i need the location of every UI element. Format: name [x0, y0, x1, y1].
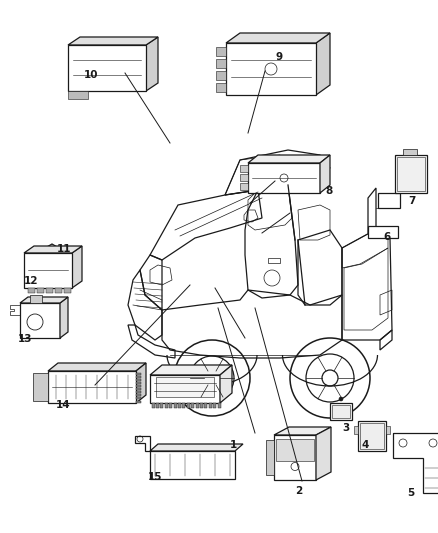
FancyBboxPatch shape [248, 163, 320, 193]
FancyBboxPatch shape [209, 403, 212, 408]
FancyBboxPatch shape [24, 253, 72, 288]
FancyBboxPatch shape [332, 405, 350, 418]
FancyBboxPatch shape [30, 295, 42, 303]
FancyBboxPatch shape [358, 421, 386, 451]
Polygon shape [248, 155, 330, 163]
FancyBboxPatch shape [68, 45, 146, 91]
Polygon shape [20, 297, 68, 303]
FancyBboxPatch shape [266, 440, 274, 475]
Text: 15: 15 [148, 472, 162, 482]
Polygon shape [226, 33, 330, 43]
FancyBboxPatch shape [136, 388, 141, 390]
Polygon shape [146, 37, 158, 91]
FancyBboxPatch shape [136, 397, 141, 399]
FancyBboxPatch shape [196, 403, 199, 408]
FancyBboxPatch shape [136, 379, 141, 381]
FancyBboxPatch shape [200, 403, 203, 408]
FancyBboxPatch shape [204, 403, 207, 408]
FancyBboxPatch shape [136, 376, 141, 378]
FancyBboxPatch shape [136, 385, 141, 387]
FancyBboxPatch shape [397, 157, 425, 191]
FancyBboxPatch shape [216, 47, 226, 56]
Text: 5: 5 [407, 488, 414, 498]
Polygon shape [60, 297, 68, 338]
FancyBboxPatch shape [386, 426, 390, 434]
FancyBboxPatch shape [240, 174, 248, 181]
FancyBboxPatch shape [368, 226, 398, 238]
FancyBboxPatch shape [354, 426, 358, 434]
Text: 3: 3 [342, 423, 349, 433]
FancyBboxPatch shape [64, 288, 71, 293]
FancyBboxPatch shape [174, 403, 177, 408]
FancyBboxPatch shape [403, 149, 417, 155]
Text: 13: 13 [18, 334, 32, 344]
FancyBboxPatch shape [156, 403, 159, 408]
FancyBboxPatch shape [240, 183, 248, 190]
Text: 1: 1 [230, 440, 237, 450]
FancyBboxPatch shape [55, 288, 62, 293]
FancyBboxPatch shape [216, 71, 226, 80]
FancyBboxPatch shape [240, 165, 248, 172]
FancyBboxPatch shape [46, 288, 53, 293]
Polygon shape [316, 33, 330, 95]
FancyBboxPatch shape [187, 403, 190, 408]
FancyBboxPatch shape [169, 403, 172, 408]
FancyBboxPatch shape [178, 403, 181, 408]
FancyBboxPatch shape [150, 375, 220, 403]
FancyBboxPatch shape [360, 423, 384, 449]
Text: 9: 9 [276, 52, 283, 62]
FancyBboxPatch shape [218, 403, 221, 408]
Polygon shape [150, 365, 232, 375]
FancyBboxPatch shape [226, 43, 316, 95]
Polygon shape [150, 444, 243, 451]
FancyBboxPatch shape [28, 288, 35, 293]
Text: 4: 4 [362, 440, 369, 450]
Polygon shape [316, 427, 331, 480]
Text: 6: 6 [383, 232, 390, 242]
Text: 10: 10 [84, 70, 99, 80]
FancyBboxPatch shape [274, 435, 316, 480]
FancyBboxPatch shape [156, 377, 214, 397]
FancyBboxPatch shape [378, 193, 400, 208]
FancyBboxPatch shape [152, 403, 155, 408]
FancyBboxPatch shape [136, 391, 141, 393]
Polygon shape [136, 363, 146, 403]
FancyBboxPatch shape [216, 83, 226, 92]
FancyBboxPatch shape [216, 59, 226, 68]
Text: 2: 2 [295, 486, 302, 496]
FancyBboxPatch shape [182, 403, 185, 408]
FancyBboxPatch shape [136, 382, 141, 384]
Text: 7: 7 [408, 196, 415, 206]
Circle shape [339, 397, 343, 401]
FancyBboxPatch shape [330, 403, 352, 420]
Polygon shape [68, 37, 158, 45]
Text: 8: 8 [325, 186, 332, 196]
Text: 14: 14 [56, 400, 71, 410]
FancyBboxPatch shape [191, 403, 194, 408]
FancyBboxPatch shape [136, 394, 141, 396]
FancyBboxPatch shape [276, 439, 314, 461]
FancyBboxPatch shape [160, 403, 163, 408]
Polygon shape [320, 155, 330, 193]
FancyBboxPatch shape [150, 451, 235, 479]
FancyBboxPatch shape [20, 303, 60, 338]
Polygon shape [72, 246, 82, 288]
FancyBboxPatch shape [165, 403, 168, 408]
Polygon shape [24, 246, 82, 253]
FancyBboxPatch shape [37, 288, 44, 293]
FancyBboxPatch shape [213, 403, 216, 408]
Polygon shape [274, 427, 331, 435]
Polygon shape [220, 365, 232, 403]
FancyBboxPatch shape [395, 155, 427, 193]
Text: 12: 12 [24, 276, 39, 286]
FancyBboxPatch shape [48, 371, 136, 403]
FancyBboxPatch shape [136, 373, 141, 375]
FancyBboxPatch shape [68, 91, 88, 99]
FancyBboxPatch shape [33, 373, 48, 401]
Text: 11: 11 [57, 244, 71, 254]
Polygon shape [48, 363, 146, 371]
FancyBboxPatch shape [136, 401, 141, 403]
